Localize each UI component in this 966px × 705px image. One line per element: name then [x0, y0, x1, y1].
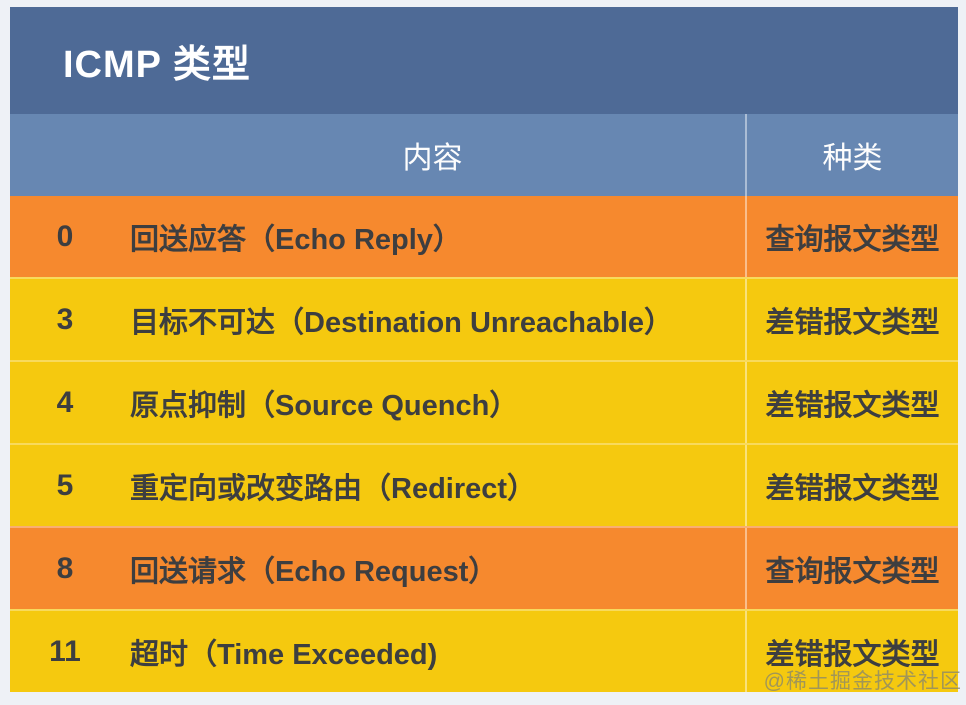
table-rows: 0 回送应答（Echo Reply） 查询报文类型 3 目标不可达（Destin…: [10, 196, 958, 692]
row-type-number: 5: [56, 468, 74, 502]
row-category-text: 查询报文类型: [765, 223, 940, 256]
table-row: 8 回送请求（Echo Request） 查询报文类型: [10, 526, 958, 609]
row-type-number: 8: [56, 551, 74, 585]
row-category-text: 差错报文类型: [765, 389, 940, 422]
row-content-text: 原点抑制（Source Quench）: [130, 389, 519, 422]
row-type-number: 4: [56, 385, 74, 419]
header-type-spacer: [10, 114, 120, 196]
watermark: @稀土掘金技术社区: [763, 670, 962, 693]
row-content-text: 回送请求（Echo Request）: [130, 555, 498, 588]
table-row: 11 超时（Time Exceeded) 差错报文类型: [10, 609, 958, 692]
row-category-text: 差错报文类型: [765, 638, 940, 671]
table-row: 5 重定向或改变路由（Redirect） 差错报文类型: [10, 443, 958, 526]
row-category-text: 差错报文类型: [765, 472, 940, 505]
table-row: 3 目标不可达（Destination Unreachable） 差错报文类型: [10, 277, 958, 360]
table-row: 4 原点抑制（Source Quench） 差错报文类型: [10, 360, 958, 443]
row-category-text: 差错报文类型: [765, 306, 940, 339]
table-title: ICMP 类型: [63, 44, 251, 86]
header-category-label: 种类: [745, 114, 958, 196]
row-content-text: 回送应答（Echo Reply）: [130, 223, 462, 256]
row-content-text: 目标不可达（Destination Unreachable）: [130, 306, 674, 339]
table-header-row: 内容 种类: [10, 114, 958, 196]
table-row: 0 回送应答（Echo Reply） 查询报文类型: [10, 196, 958, 277]
row-type-number: 11: [49, 634, 81, 668]
row-type-number: 3: [56, 302, 74, 336]
icmp-type-table: ICMP 类型 内容 种类 0 回送应答（Echo Reply） 查询报文类型 …: [10, 7, 958, 692]
row-type-number: 0: [56, 219, 74, 253]
row-category-text: 查询报文类型: [765, 555, 940, 588]
table-title-bar: ICMP 类型: [10, 7, 958, 114]
row-content-text: 重定向或改变路由（Redirect）: [130, 472, 537, 505]
header-content-label: 内容: [402, 142, 463, 175]
row-content-text: 超时（Time Exceeded): [130, 638, 438, 671]
